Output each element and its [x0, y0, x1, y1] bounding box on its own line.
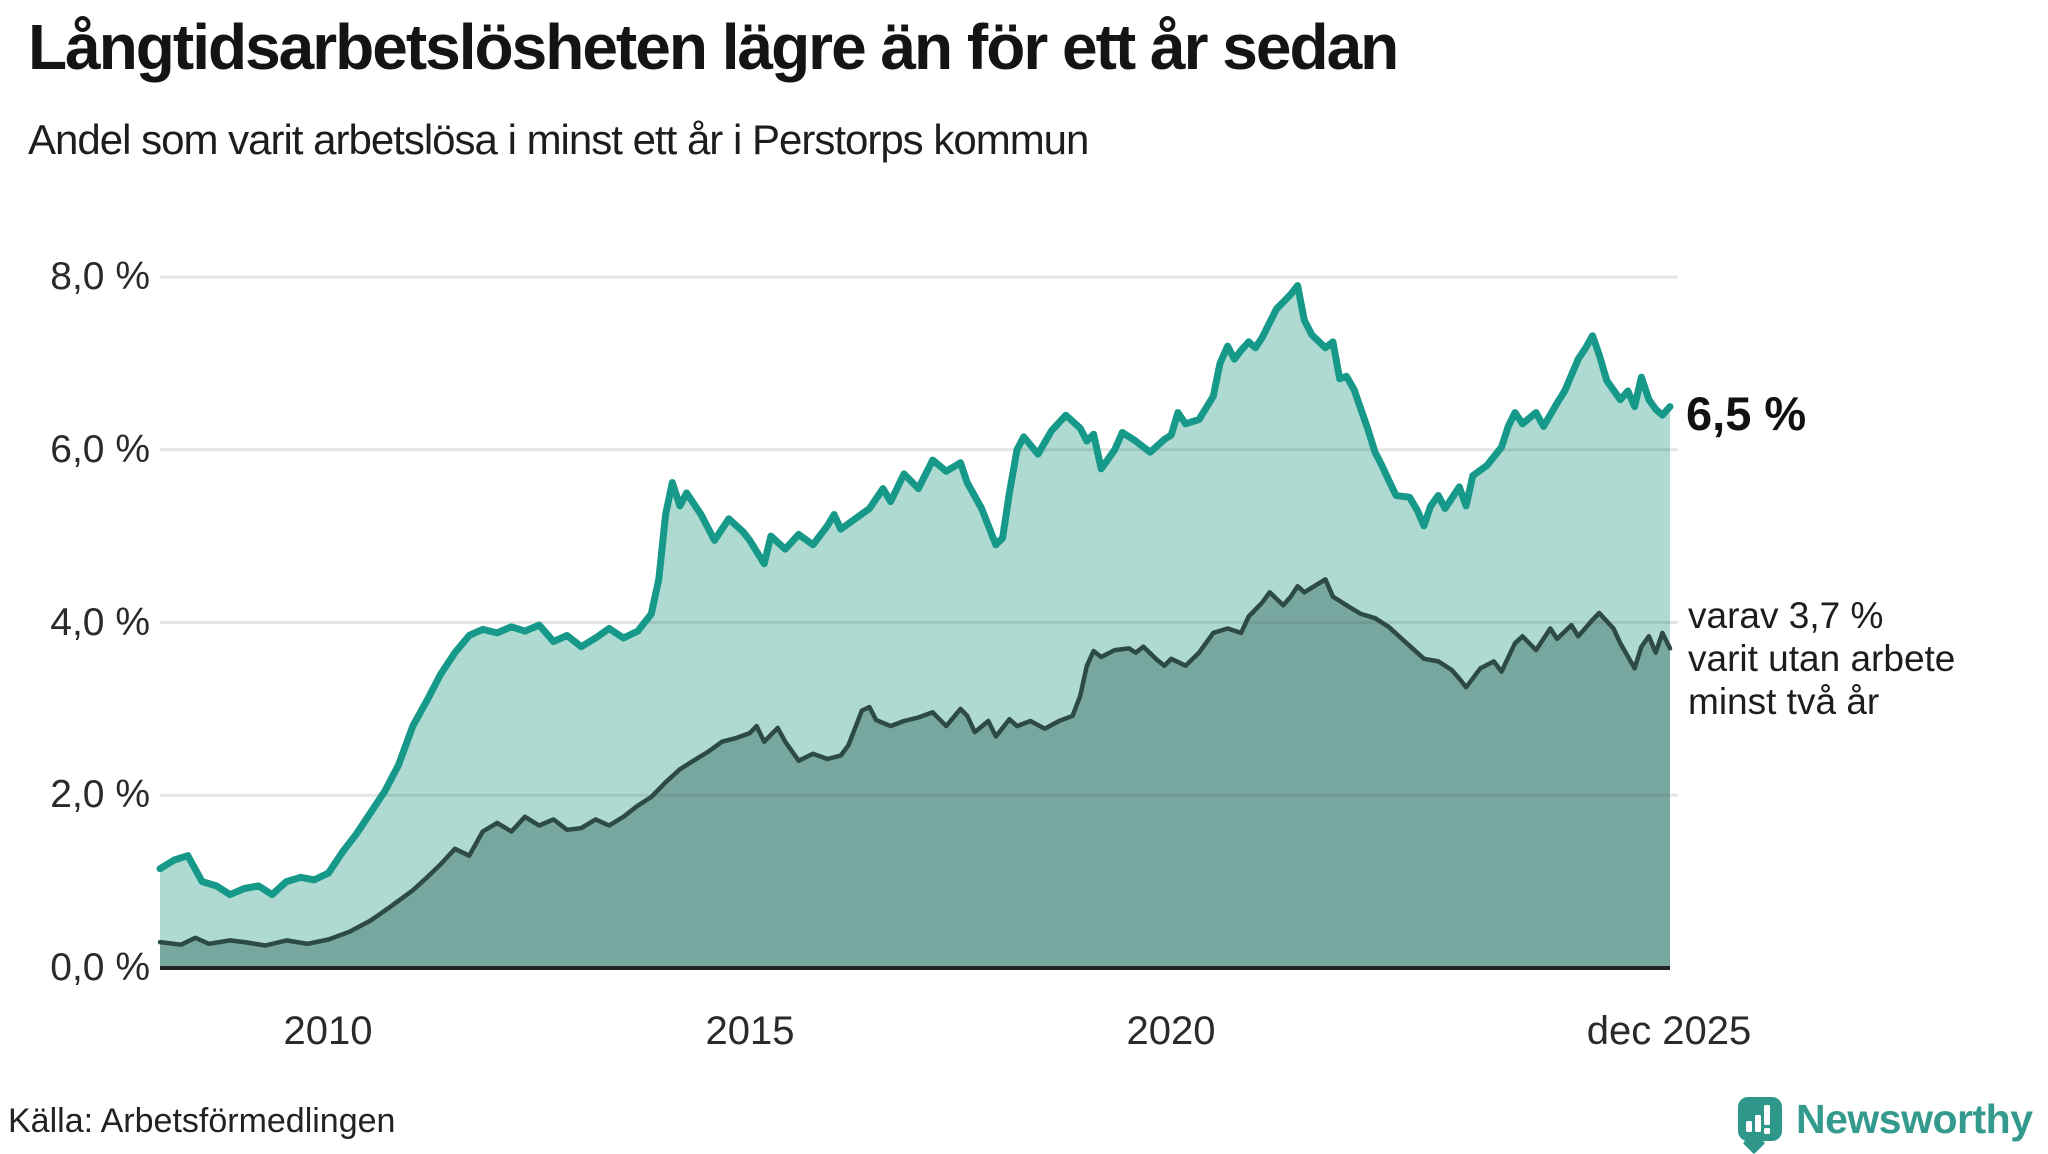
- series-line-one-year: [156, 282, 1674, 899]
- newsworthy-logo: Newsworthy: [1738, 1092, 2033, 1154]
- annotation-line-1: varav 3,7 %: [1688, 595, 1884, 636]
- y-tick-label-0: 0,0 %: [50, 946, 150, 989]
- chart-subtitle: Andel som varit arbetslösa i minst ett å…: [28, 116, 1089, 163]
- y-tick-label-2: 2,0 %: [50, 773, 150, 816]
- end-value-label-one-year: 6,5 %: [1686, 387, 1807, 440]
- x-tick-label-2020: 2020: [1126, 1009, 1216, 1053]
- end-value-label-two-years: varav 3,7 % varit utan arbete minst två …: [1688, 594, 1955, 723]
- page-title: Långtidsarbetslösheten lägre än för ett …: [28, 11, 1399, 83]
- annotation-line-2: varit utan arbete: [1688, 638, 1956, 679]
- x-tick-label-2010: 2010: [283, 1009, 373, 1053]
- brand-name: Newsworthy: [1796, 1095, 2033, 1142]
- y-tick-label-8: 8,0 %: [50, 255, 150, 298]
- source-note: Källa: Arbetsförmedlingen: [8, 1102, 396, 1140]
- y-tick-label-4: 4,0 %: [50, 601, 150, 644]
- series-line-two-years: [157, 577, 1673, 948]
- y-tick-label-6: 6,0 %: [50, 428, 150, 471]
- area-fill-two-years: [160, 579, 1670, 968]
- x-tick-label-2015: 2015: [705, 1009, 795, 1053]
- bar-chart-speech-bubble-icon: [1738, 1097, 1782, 1154]
- x-tick-label-dec2025: dec 2025: [1586, 1009, 1752, 1053]
- annotation-line-3: minst två år: [1688, 681, 1880, 722]
- gridlines: [160, 275, 1678, 797]
